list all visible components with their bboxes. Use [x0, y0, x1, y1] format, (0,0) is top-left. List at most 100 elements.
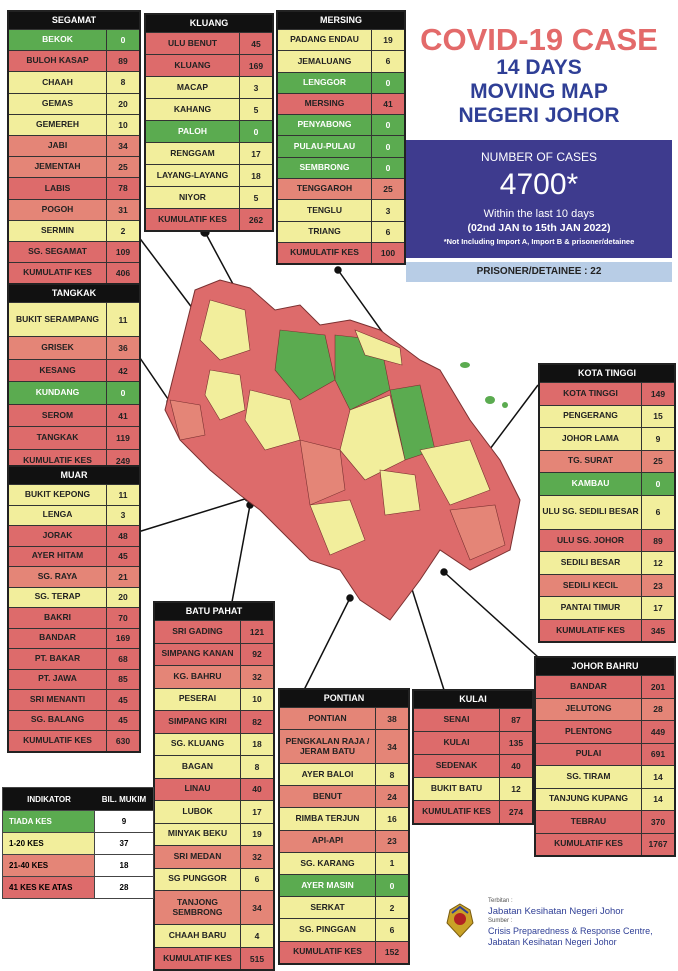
mukim-cases: 2	[106, 220, 139, 241]
mukim-name: SG. BALANG	[30, 714, 85, 725]
mukim-name: KUMULATIF KES	[158, 213, 227, 224]
mukim-cases: 1	[375, 852, 408, 874]
mukim-cases: 40	[499, 755, 532, 777]
mukim-cases: 45	[106, 710, 139, 730]
mukim-cases: 25	[641, 450, 674, 472]
mukim-cases: 11	[106, 303, 139, 337]
legend-header-indicator: INDIKATOR	[27, 794, 71, 804]
mukim-cases: 34	[240, 891, 273, 925]
mukim-cases: 1767	[641, 833, 674, 855]
mukim-name: RENGGAM	[170, 147, 215, 158]
mukim-name: KULAI	[443, 737, 470, 748]
mukim-cases: 45	[239, 33, 272, 54]
mukim-name: BENUT	[312, 790, 343, 801]
mukim-cases: 14	[641, 766, 674, 788]
mukim-name: PENGERANG	[563, 410, 618, 421]
mukim-cases: 25	[106, 157, 139, 178]
johor-district-map	[164, 279, 521, 621]
mukim-cases: 16	[375, 808, 408, 830]
mukim-row: MERSING 41	[278, 92, 404, 115]
mukim-name: LABIS	[44, 182, 71, 193]
mukim-cases: 345	[641, 619, 674, 642]
mukim-cases: 5	[239, 187, 272, 208]
mukim-name: ULU SG. JOHOR	[556, 534, 625, 545]
mukim-cases: 48	[106, 526, 139, 546]
mukim-row: RENGGAM 17	[146, 142, 272, 164]
mukim-name: BUKIT KEPONG	[24, 488, 91, 499]
mukim-cases: 12	[641, 552, 674, 574]
mukim-name: TANGKAK	[36, 432, 79, 443]
mukim-cases: 10	[106, 114, 139, 135]
mukim-row: NIYOR 5	[146, 186, 272, 208]
mukim-row: PALOH 0	[146, 120, 272, 142]
legend-count: 28	[94, 877, 153, 898]
mukim-cases: 17	[240, 801, 273, 823]
mukim-cases: 34	[375, 730, 408, 764]
mukim-name: SG. PINGGAN	[299, 924, 356, 935]
legend-indicator: 1-20 KES	[3, 833, 94, 854]
mukim-row: SERKAT 2	[280, 896, 408, 919]
mukim-cases: 0	[641, 473, 674, 495]
mukim-cases: 89	[641, 529, 674, 552]
mukim-cases: 4	[240, 925, 273, 947]
mukim-cases: 109	[106, 241, 139, 263]
mukim-name: SEDILI BESAR	[560, 557, 621, 568]
mukim-row: SG. PINGGAN 6	[280, 918, 408, 941]
mukim-name: KAMBAU	[571, 477, 610, 488]
mukim-name: NIYOR	[179, 191, 206, 202]
mukim-row: KUNDANG 0	[9, 381, 139, 404]
date-range: (02nd JAN to 15th JAN 2022)	[467, 222, 611, 234]
mukim-name: PANTAI TIMUR	[560, 602, 621, 613]
mukim-row: KUMULATIF KES 630	[9, 730, 139, 751]
mukim-row: API-API 23	[280, 829, 408, 852]
mukim-name: BULOH KASAP	[26, 55, 89, 66]
mukim-name: SEMBRONG	[299, 162, 350, 173]
legend-count: 9	[94, 811, 153, 832]
mukim-row: KAHANG 5	[146, 98, 272, 120]
mukim-cases: 82	[240, 711, 273, 733]
mukim-row: TANGKAK 119	[9, 426, 139, 449]
mukim-row: GEMEREH 10	[9, 113, 139, 135]
mukim-name: TANJUNG KUPANG	[548, 793, 629, 804]
mukim-row: ULU BENUT 45	[146, 32, 272, 54]
mukim-cases: 70	[106, 608, 139, 628]
mukim-name: PULAI	[575, 748, 602, 759]
mukim-name: TG. SURAT	[567, 455, 614, 466]
mukim-cases: 11	[106, 485, 139, 505]
mukim-cases: 6	[371, 51, 404, 72]
table-johorbahru: JOHOR BAHRU BANDAR 201 JELUTONG 28 PLENTONG 44…	[534, 656, 676, 857]
mukim-name: KOTA TINGGI	[563, 387, 618, 398]
mukim-name: MACAP	[176, 81, 209, 92]
mukim-cases: 41	[106, 404, 139, 427]
total-cases: 4700*	[499, 168, 579, 201]
mukim-row: JELUTONG 28	[536, 697, 674, 720]
mukim-name: KUMULATIF KES	[23, 454, 92, 465]
district-header-mersing: MERSING	[278, 12, 404, 29]
mukim-name: PALOH	[177, 125, 208, 136]
mukim-cases: 9	[641, 428, 674, 450]
mukim-name: LUBOK	[182, 805, 213, 816]
mukim-row: TENGLU 3	[278, 199, 404, 221]
district-header-segamat: SEGAMAT	[9, 12, 139, 29]
mukim-row: SENAI 87	[414, 708, 532, 731]
mukim-cases: 17	[239, 143, 272, 164]
mukim-cases: 2	[375, 897, 408, 919]
mukim-name: KUMULATIF KES	[556, 624, 625, 635]
legend-indicator: TIADA KES	[3, 811, 94, 832]
mukim-cases: 40	[240, 778, 273, 800]
subtitle: 14 DAYS MOVING MAP NEGERI JOHOR	[405, 56, 673, 128]
mukim-cases: 630	[106, 731, 139, 751]
mukim-name: GEMEREH	[36, 118, 79, 129]
mukim-cases: 28	[641, 698, 674, 720]
mukim-row: KUMULATIF KES 345	[540, 618, 674, 642]
mukim-cases: 12	[499, 778, 532, 800]
mukim-name: RIMBA TERJUN	[295, 813, 360, 824]
district-header-kluang: KLUANG	[146, 15, 272, 32]
mukim-row: SIMPANG KIRI 82	[155, 710, 273, 733]
district-header-tangkak: TANGKAK	[9, 285, 139, 302]
mukim-name: MERSING	[304, 98, 345, 109]
mukim-row: JOHOR LAMA 9	[540, 427, 674, 450]
mukim-name: LINAU	[184, 783, 211, 794]
mukim-cases: 0	[106, 382, 139, 404]
mukim-row: PT. BAKAR 68	[9, 648, 139, 669]
